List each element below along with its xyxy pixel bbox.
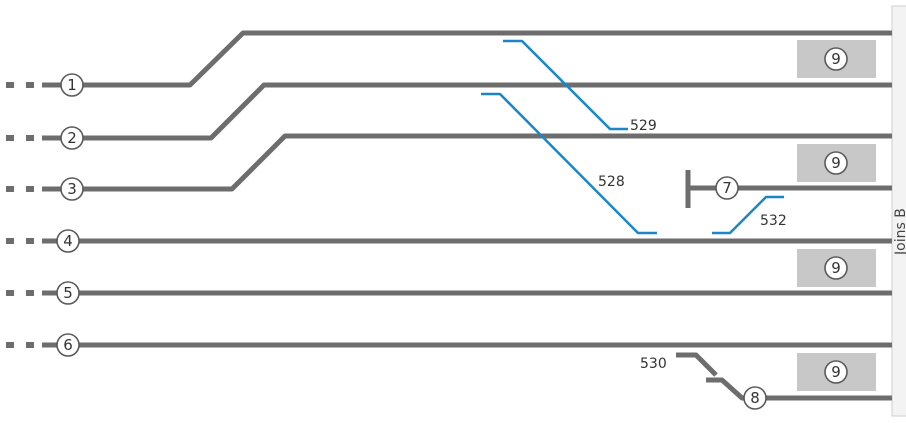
track-label: 6 <box>63 336 73 354</box>
switch-label: 530 <box>640 356 667 372</box>
track-label: 8 <box>750 389 760 407</box>
platform-3: 9 <box>797 249 876 287</box>
track-label: 5 <box>63 284 73 302</box>
track-2: 2 <box>6 82 892 150</box>
switch-label: 532 <box>760 213 787 229</box>
switch-530: 530 <box>640 356 667 372</box>
platform-4: 9 <box>797 353 876 391</box>
track-label: 4 <box>63 232 73 250</box>
track-label: 1 <box>67 76 77 94</box>
track-1: 1 <box>6 30 892 97</box>
track-8: 8 <box>676 352 892 410</box>
platform-2: 9 <box>797 144 876 182</box>
platform-label: 9 <box>831 50 841 68</box>
track-label: 7 <box>722 179 732 197</box>
track-6: 6 <box>6 333 892 357</box>
switch-532: 532 <box>712 195 787 235</box>
platform-label: 9 <box>831 154 841 172</box>
switch-label: 529 <box>630 118 657 134</box>
track-label: 3 <box>67 180 77 198</box>
edge-label: Joins B <box>893 208 906 256</box>
platforms: 9 9 9 9 <box>797 40 876 391</box>
edge-connector: Joins B <box>891 5 906 417</box>
track-3: 3 <box>6 133 892 201</box>
track-4: 4 <box>6 229 892 253</box>
platform-1: 9 <box>797 40 876 78</box>
platform-label: 9 <box>831 259 841 277</box>
track-label: 2 <box>67 129 77 147</box>
platform-label: 9 <box>831 363 841 381</box>
track-7: 7 <box>685 170 892 208</box>
switch-529: 529 <box>503 39 657 134</box>
switch-528: 528 <box>481 92 657 235</box>
track-5: 5 <box>6 281 892 305</box>
switch-label: 528 <box>598 174 625 190</box>
